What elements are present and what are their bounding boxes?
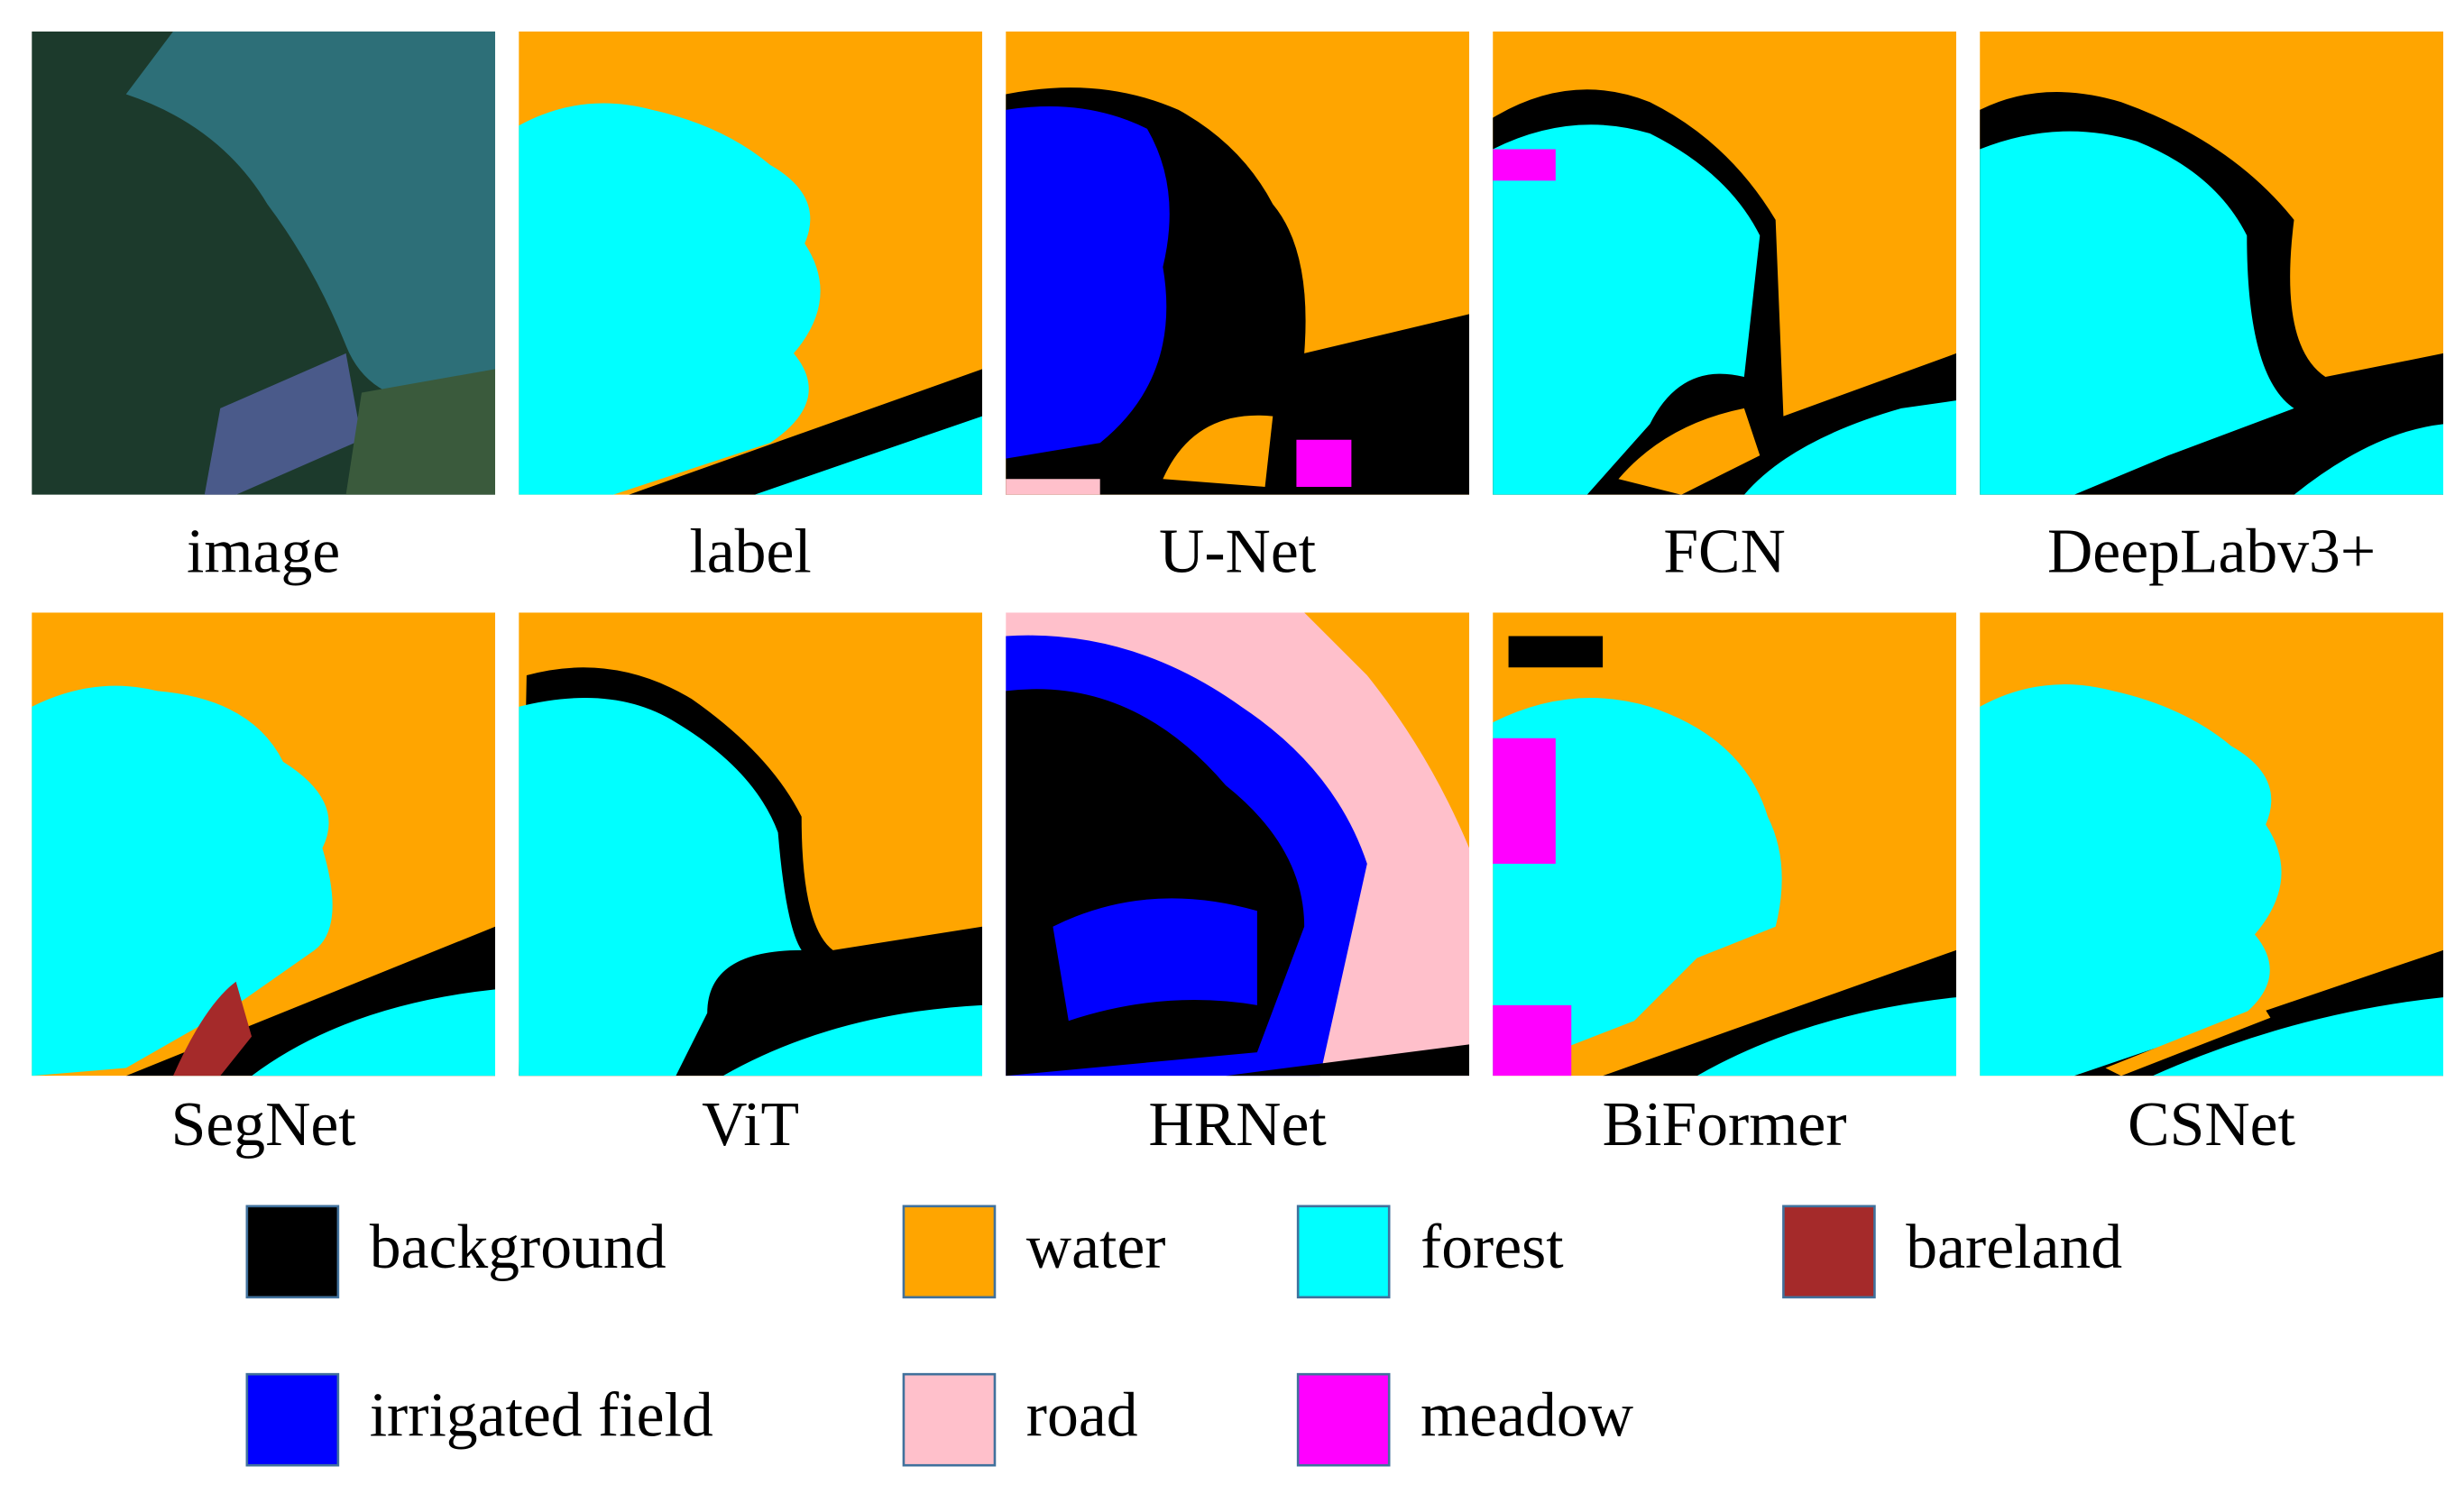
panel-image bbox=[1493, 31, 1957, 495]
result-panel bbox=[519, 31, 983, 495]
panel-label: image bbox=[187, 517, 340, 586]
legend-swatch bbox=[245, 1205, 340, 1299]
region bbox=[125, 31, 496, 402]
panel-label: U-Net bbox=[1159, 517, 1316, 586]
region bbox=[345, 369, 496, 495]
panel-label: label bbox=[689, 517, 811, 586]
region bbox=[1053, 898, 1257, 1022]
panel-image bbox=[1980, 612, 2444, 1077]
panel-label: CSNet bbox=[2128, 1090, 2295, 1159]
region bbox=[1006, 105, 1170, 459]
result-panel bbox=[1006, 31, 1470, 495]
region bbox=[1696, 997, 1957, 1077]
panel-image bbox=[32, 612, 496, 1077]
region bbox=[1493, 1004, 1572, 1077]
region bbox=[1493, 124, 1761, 495]
legend-label: background bbox=[370, 1213, 667, 1282]
panel-image bbox=[1980, 31, 2444, 495]
region bbox=[1493, 738, 1556, 865]
result-panel bbox=[1980, 612, 2444, 1077]
legend-label: water bbox=[1026, 1213, 1166, 1282]
panel-image bbox=[1493, 612, 1957, 1077]
region bbox=[1493, 149, 1556, 181]
legend-swatch bbox=[902, 1372, 997, 1467]
legend-label: road bbox=[1026, 1380, 1138, 1450]
panel-label: BiFormer bbox=[1603, 1090, 1847, 1159]
region bbox=[1980, 131, 2294, 495]
region bbox=[2105, 1004, 2271, 1077]
panel-label: ViT bbox=[702, 1090, 799, 1159]
panel-image bbox=[32, 31, 496, 495]
region bbox=[32, 685, 333, 1077]
legend-label: irrigated field bbox=[370, 1380, 713, 1450]
result-panel bbox=[1006, 612, 1470, 1077]
region bbox=[204, 353, 362, 495]
region bbox=[1304, 612, 1470, 848]
region bbox=[1006, 479, 1100, 495]
region bbox=[1296, 439, 1352, 487]
panel-label: SegNet bbox=[171, 1090, 356, 1159]
legend-label: forest bbox=[1420, 1213, 1564, 1282]
region bbox=[1980, 684, 2282, 1077]
panel-label: DeepLabv3+ bbox=[2047, 517, 2376, 586]
result-panel bbox=[32, 612, 496, 1077]
region bbox=[1226, 1044, 1470, 1077]
region bbox=[1493, 698, 1782, 1077]
panel-image bbox=[1006, 612, 1470, 1077]
result-panel bbox=[1980, 31, 2444, 495]
panel-image bbox=[519, 31, 983, 495]
panel-image bbox=[1006, 31, 1470, 495]
region bbox=[172, 981, 253, 1077]
region bbox=[754, 416, 983, 495]
legend-swatch bbox=[245, 1372, 340, 1467]
region bbox=[519, 698, 802, 1077]
legend-label: meadow bbox=[1420, 1380, 1633, 1450]
legend-swatch bbox=[902, 1205, 997, 1299]
result-panel bbox=[32, 31, 496, 495]
region bbox=[722, 1004, 983, 1077]
region bbox=[1163, 415, 1273, 487]
panel-label: HRNet bbox=[1148, 1090, 1326, 1159]
region bbox=[252, 989, 496, 1077]
region bbox=[519, 103, 821, 495]
legend-swatch bbox=[1782, 1205, 1876, 1299]
region bbox=[2152, 997, 2444, 1077]
legend-label: bareland bbox=[1906, 1213, 2122, 1282]
result-panel bbox=[1493, 612, 1957, 1077]
region bbox=[1508, 636, 1604, 668]
panel-image bbox=[519, 612, 983, 1077]
region bbox=[1618, 408, 1761, 495]
region bbox=[1743, 400, 1957, 495]
panel-label: FCN bbox=[1663, 517, 1786, 586]
legend-swatch bbox=[1296, 1205, 1391, 1299]
result-panel bbox=[519, 612, 983, 1077]
region bbox=[2294, 424, 2444, 495]
legend-swatch bbox=[1296, 1372, 1391, 1467]
result-panel bbox=[1493, 31, 1957, 495]
